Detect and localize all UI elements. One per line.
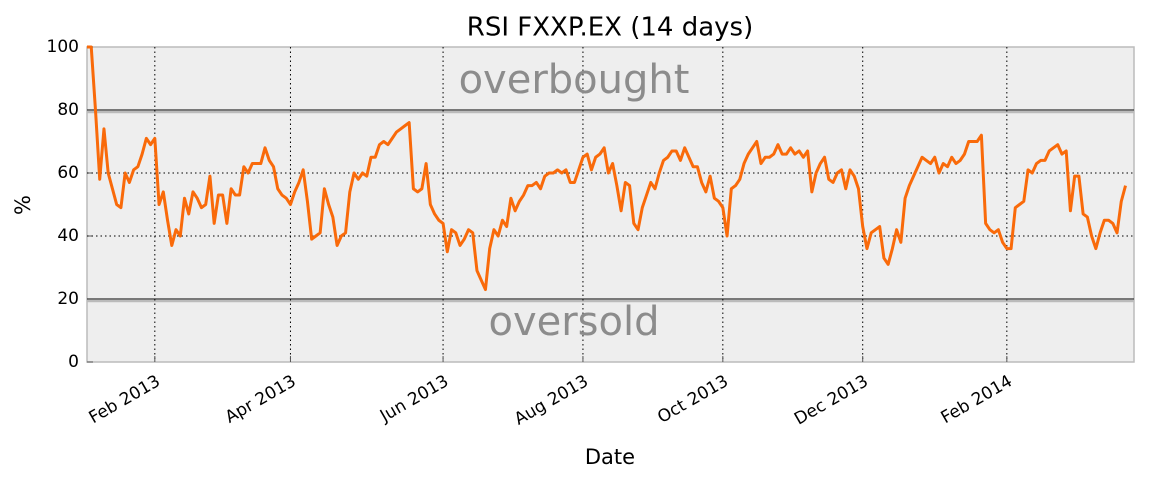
x-tick-label: Feb 2013 [86,371,164,428]
annotation: overbought [459,57,690,103]
y-tick-label: 20 [57,289,79,309]
rsi-line [87,45,1127,292]
x-tick-label: Jun 2013 [376,371,452,426]
annotation: oversold [488,299,659,345]
chart-title: RSI FXXP.EX (14 days) [467,13,753,43]
x-tick-label: Dec 2013 [791,371,872,429]
y-tick-label: 0 [68,352,79,372]
x-tick-label: Apr 2013 [222,371,300,427]
y-tick-label: 60 [57,163,79,183]
y-axis-label: % [11,195,35,215]
y-tick-label: 80 [57,100,79,120]
x-tick-label: Feb 2014 [938,371,1016,428]
plot-area [86,46,1135,363]
x-tick-label: Oct 2013 [654,371,732,427]
marks [87,45,1127,292]
y-tick-label: 100 [47,37,79,57]
x-axis-label: Date [585,445,635,469]
x-tick-label: Aug 2013 [511,371,592,429]
y-tick-label: 40 [57,226,79,246]
